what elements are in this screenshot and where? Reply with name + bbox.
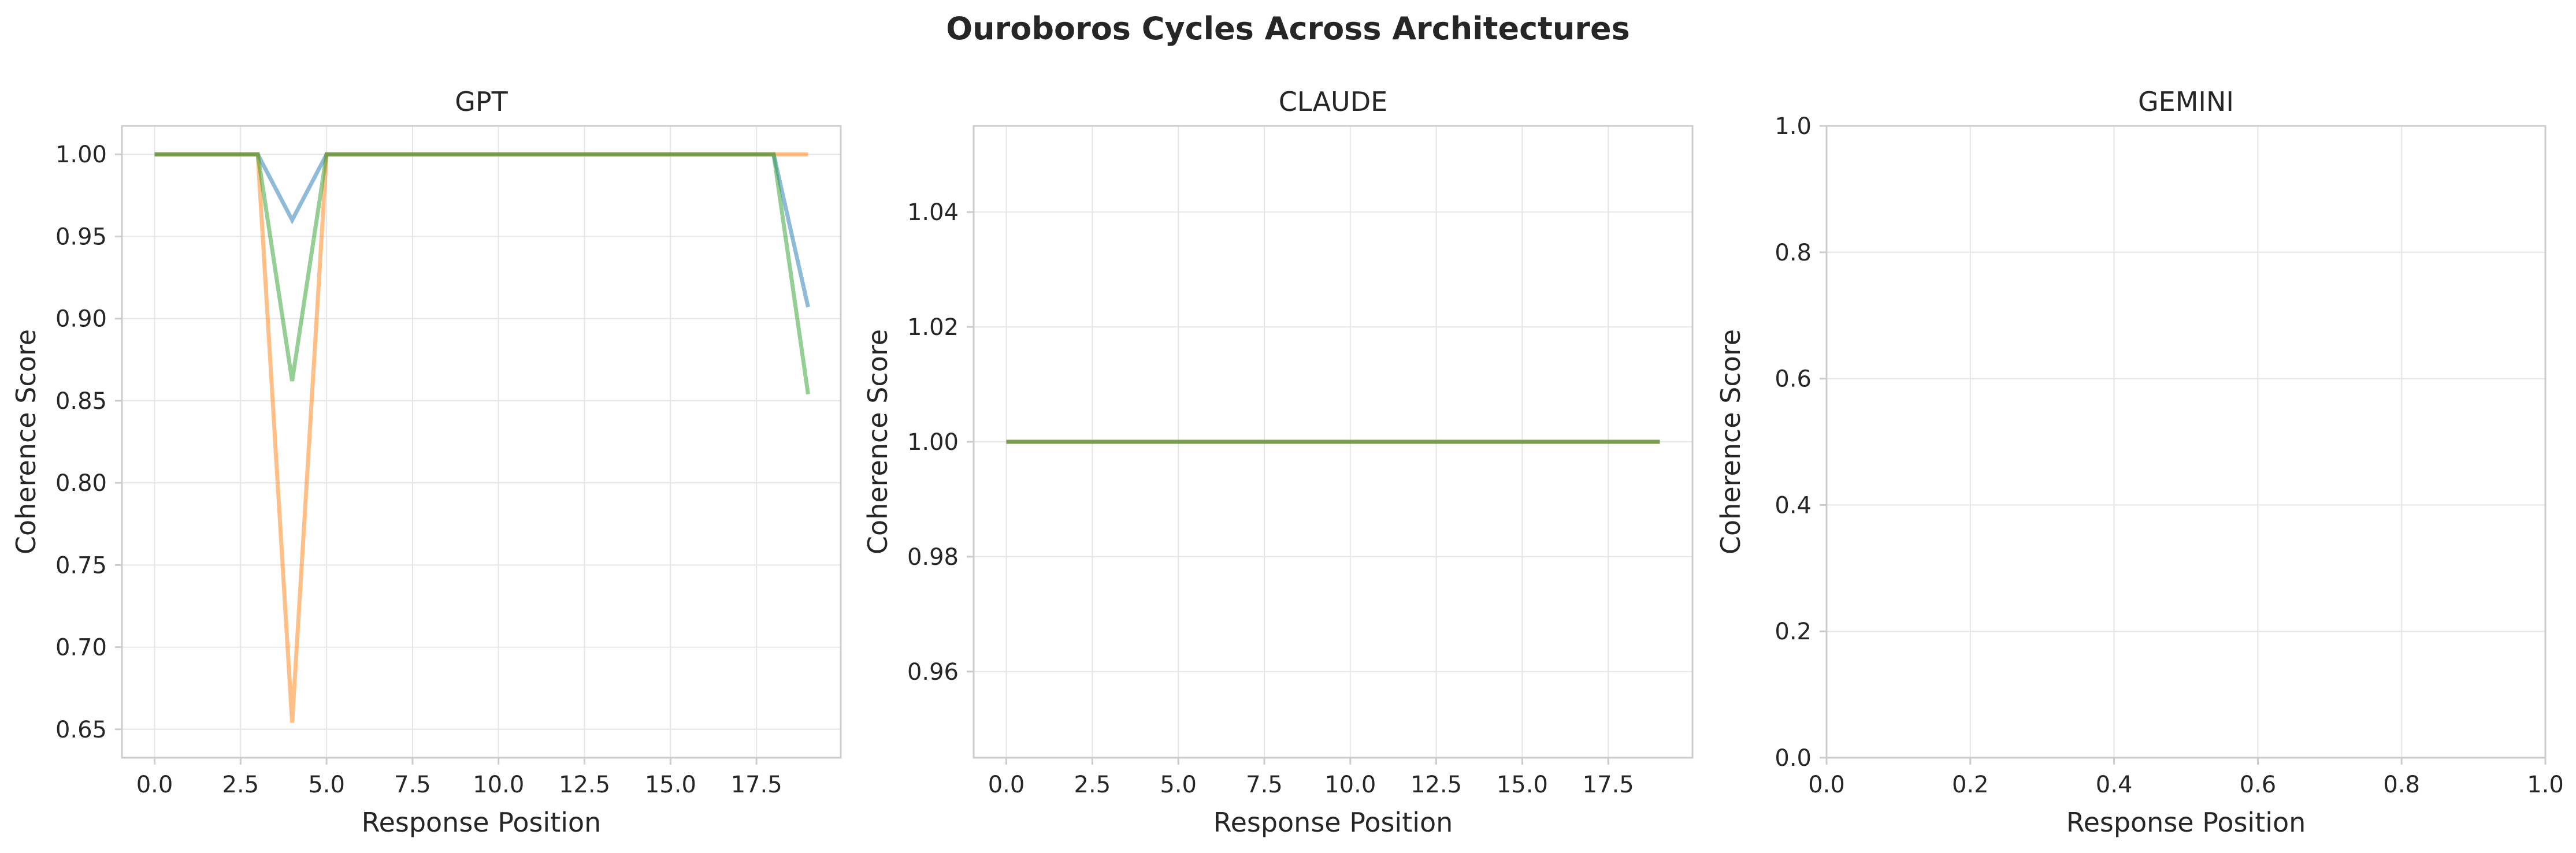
x-axis-label: Response Position <box>1213 807 1453 838</box>
x-tick-label: 15.0 <box>645 772 696 798</box>
y-tick-label: 0.96 <box>907 659 959 686</box>
y-tick-label: 0.85 <box>55 388 107 415</box>
y-tick-label: 0.2 <box>1775 619 1812 645</box>
y-tick-label: 0.80 <box>55 470 107 497</box>
x-tick-label: 2.5 <box>1074 772 1111 798</box>
y-tick-label: 0.0 <box>1775 745 1812 772</box>
x-tick-label: 5.0 <box>1160 772 1197 798</box>
x-tick-label: 0.4 <box>2096 772 2133 798</box>
panel-title: CLAUDE <box>1279 86 1387 117</box>
chart-panel-gemini: 0.0 0.2 0.4 0.6 0.8 1.0 0.0 0.2 0.4 0.6 0.8 1.0 GEMI… <box>1715 86 2564 838</box>
x-tick-label: 5.0 <box>308 772 345 798</box>
x-tick-label: 17.5 <box>731 772 782 798</box>
x-tick-label: 17.5 <box>1583 772 1634 798</box>
axes-frame <box>121 125 842 759</box>
y-tick-label: 1.00 <box>55 141 107 168</box>
chart-panel-claude: 0.0 2.5 5.0 7.5 10.0 12.5 15.0 17.5 0.96 0.98 1.00… <box>862 86 1694 838</box>
y-tick-label: 1.02 <box>907 314 959 341</box>
panel-title: GPT <box>455 86 508 117</box>
y-tick-label: 0.75 <box>55 552 107 579</box>
y-tick-label: 1.00 <box>907 429 959 456</box>
x-tick-label: 7.5 <box>394 772 431 798</box>
y-tick-label: 0.98 <box>907 544 959 571</box>
x-axis-label: Response Position <box>2066 807 2306 838</box>
chart-panel-gpt: 0.0 2.5 5.0 7.5 10.0 12.5 15.0 17.5 0.65 0.70 0.75… <box>10 86 842 838</box>
y-axis-label: Coherence Score <box>1715 329 1746 554</box>
x-tick-label: 12.5 <box>1411 772 1462 798</box>
y-tick-label: 1.0 <box>1775 113 1812 140</box>
x-tick-label: 0.6 <box>2240 772 2277 798</box>
y-axis-label: Coherence Score <box>10 329 42 554</box>
y-tick-label: 0.95 <box>55 224 107 250</box>
x-tick-label: 12.5 <box>559 772 610 798</box>
y-axis-label: Coherence Score <box>862 329 893 554</box>
y-tick-label: 1.04 <box>907 199 959 226</box>
x-tick-label: 1.0 <box>2527 772 2564 798</box>
x-tick-label: 0.0 <box>136 772 173 798</box>
series-line-3 <box>154 152 810 394</box>
figure-title: Ouroboros Cycles Across Architectures <box>946 10 1630 47</box>
x-tick-label: 0.8 <box>2383 772 2420 798</box>
x-tick-label: 7.5 <box>1246 772 1283 798</box>
x-tick-label: 10.0 <box>473 772 524 798</box>
x-tick-label: 15.0 <box>1497 772 1548 798</box>
y-tick-label: 0.65 <box>55 717 107 743</box>
y-tick-label: 0.90 <box>55 306 107 333</box>
y-tick-label: 0.4 <box>1775 492 1812 519</box>
x-tick-label: 2.5 <box>222 772 259 798</box>
plot-area <box>122 126 841 758</box>
axes-frame <box>1825 125 2547 759</box>
y-tick-label: 0.8 <box>1775 240 1812 266</box>
x-axis-label: Response Position <box>362 807 602 838</box>
x-tick-label: 0.0 <box>1808 772 1845 798</box>
y-tick-label: 0.6 <box>1775 366 1812 393</box>
y-tick-label: 0.70 <box>55 635 107 661</box>
panel-title: GEMINI <box>2138 86 2234 117</box>
x-tick-label: 10.0 <box>1324 772 1376 798</box>
x-tick-label: 0.0 <box>988 772 1025 798</box>
x-tick-label: 0.2 <box>1952 772 1989 798</box>
plot-area <box>1827 126 2545 758</box>
